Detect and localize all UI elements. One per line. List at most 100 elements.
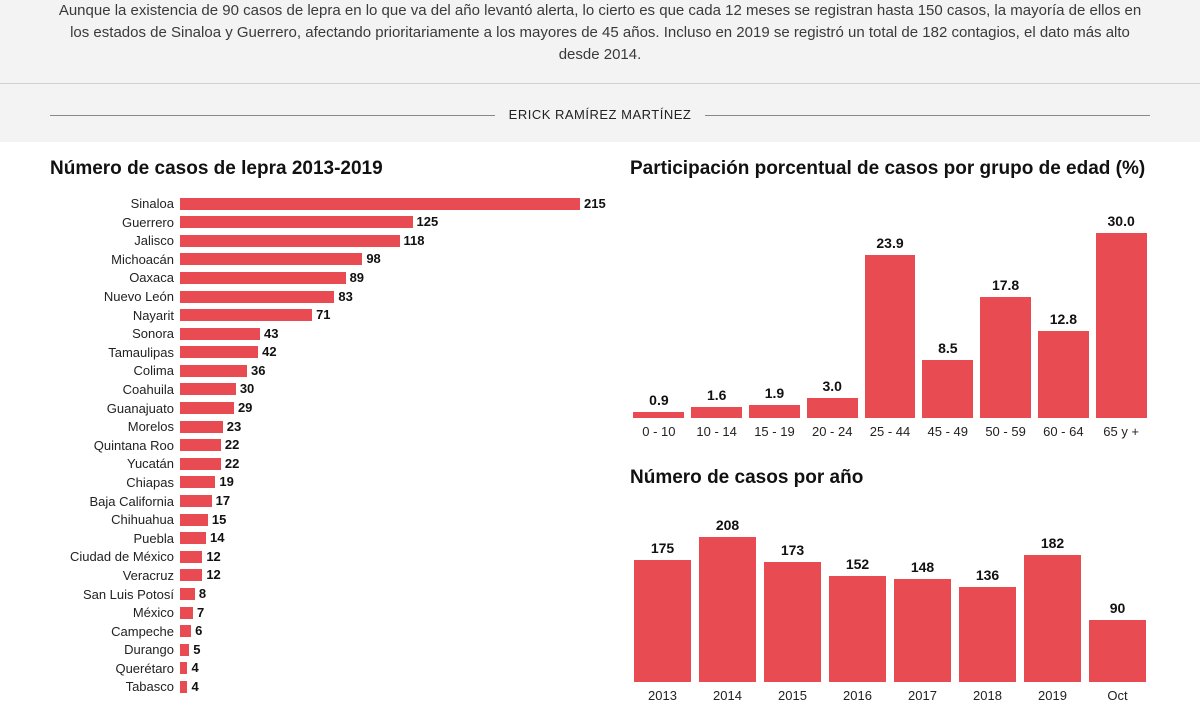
state-value: 5	[193, 642, 200, 657]
bar-value: 90	[1110, 600, 1126, 616]
state-label: San Luis Potosí	[50, 587, 180, 602]
bar-category: 60 - 64	[1043, 424, 1083, 439]
bar-column: 136 2018	[955, 517, 1020, 703]
year-chart: 1752013208201417320151522016148201713620…	[630, 503, 1150, 703]
author-name: ERICK RAMÍREZ MARTÍNEZ	[495, 107, 706, 122]
state-value: 125	[417, 214, 439, 229]
state-bar-track: 4	[180, 681, 590, 693]
state-label: Sonora	[50, 326, 180, 341]
state-bar-track: 118	[180, 235, 590, 247]
state-value: 30	[240, 381, 254, 396]
bar-category: 2018	[973, 688, 1002, 703]
bar	[980, 297, 1031, 419]
state-label: Ciudad de México	[50, 549, 180, 564]
state-label: Tamaulipas	[50, 345, 180, 360]
author-divider: ERICK RAMÍREZ MARTÍNEZ	[0, 106, 1200, 124]
bar-value: 173	[781, 542, 804, 558]
state-label: Baja California	[50, 494, 180, 509]
state-bar-track: 14	[180, 532, 590, 544]
bar-category: 0 - 10	[642, 424, 675, 439]
bar	[894, 579, 951, 682]
states-chart-title: Número de casos de lepra 2013-2019	[50, 158, 590, 180]
state-label: Guerrero	[50, 215, 180, 230]
state-bar	[180, 365, 247, 377]
state-label: Oaxaca	[50, 270, 180, 285]
state-row: Nuevo León83	[50, 287, 590, 306]
state-value: 8	[199, 586, 206, 601]
state-row: Chihuahua15	[50, 510, 590, 529]
charts-container: Número de casos de lepra 2013-2019 Sinal…	[0, 142, 1200, 703]
bar-category: 2017	[908, 688, 937, 703]
state-bar-track: 215	[180, 198, 590, 210]
bar-area: 8.5	[919, 213, 977, 418]
bar-column: 8.545 - 49	[919, 213, 977, 439]
bar-area: 152	[825, 517, 890, 682]
state-bar	[180, 309, 312, 321]
bar-value: 208	[716, 517, 739, 533]
state-value: 23	[227, 419, 241, 434]
right-column: Participación porcentual de casos por gr…	[630, 158, 1150, 703]
state-bar-track: 7	[180, 607, 590, 619]
state-label: Yucatán	[50, 456, 180, 471]
state-bar	[180, 328, 260, 340]
bar-category: 2014	[713, 688, 742, 703]
bar-category: 25 - 44	[870, 424, 910, 439]
bar	[764, 562, 821, 683]
state-label: Quintana Roo	[50, 438, 180, 453]
state-row: Guanajuato29	[50, 399, 590, 418]
bar-column: 0.90 - 10	[630, 213, 688, 439]
state-row: Morelos 23	[50, 417, 590, 436]
state-value: 36	[251, 363, 265, 378]
state-row: Baja California 17	[50, 492, 590, 511]
states-chart: Número de casos de lepra 2013-2019 Sinal…	[50, 158, 590, 703]
state-bar	[180, 458, 221, 470]
bar-area: 90	[1085, 517, 1150, 682]
bar-value: 1.6	[707, 387, 726, 403]
state-row: Coahuila 30	[50, 380, 590, 399]
state-value: 17	[216, 493, 230, 508]
bar-area: 182	[1020, 517, 1085, 682]
state-label: Nayarit	[50, 308, 180, 323]
state-bar-track: 42	[180, 346, 590, 358]
bar-value: 3.0	[823, 378, 842, 394]
state-label: Nuevo León	[50, 289, 180, 304]
bar-area: 12.8	[1034, 213, 1092, 418]
state-bar-track: 4	[180, 662, 590, 674]
state-row: Tabasco4	[50, 678, 590, 697]
bar-category: 10 - 14	[696, 424, 736, 439]
state-label: Coahuila	[50, 382, 180, 397]
bar-category: 2015	[778, 688, 807, 703]
state-label: Chihuahua	[50, 512, 180, 527]
bar-value: 17.8	[992, 277, 1019, 293]
bar-column: 1752013	[630, 517, 695, 703]
bar	[1024, 555, 1081, 682]
state-label: Morelos	[50, 419, 180, 434]
bar-column: 17.8 50 - 59	[977, 213, 1035, 439]
state-bar-track: 19	[180, 476, 590, 488]
state-label: Guanajuato	[50, 401, 180, 416]
bar-category: 50 - 59	[985, 424, 1025, 439]
state-label: Tabasco	[50, 679, 180, 694]
bar	[865, 255, 916, 418]
state-value: 71	[316, 307, 330, 322]
bar-column: 1822019	[1020, 517, 1085, 703]
state-bar	[180, 383, 236, 395]
state-row: Tamaulipas42	[50, 343, 590, 362]
state-row: Durango5	[50, 641, 590, 660]
bar-area: 3.0	[803, 213, 861, 418]
state-row: Yucatán22	[50, 455, 590, 474]
bar	[959, 587, 1016, 682]
bar-column: 30.065 y +	[1092, 213, 1150, 439]
state-bar	[180, 532, 206, 544]
state-row: Jalisco118	[50, 231, 590, 250]
state-bar-track: 15	[180, 514, 590, 526]
bar	[634, 560, 691, 682]
bar-value: 136	[976, 567, 999, 583]
state-bar	[180, 644, 189, 656]
bar-area: 148	[890, 517, 955, 682]
bar-area: 23.9	[861, 213, 919, 418]
state-value: 215	[584, 196, 606, 211]
bar-area: 175	[630, 517, 695, 682]
state-bar	[180, 662, 187, 674]
state-bar-track: 36	[180, 365, 590, 377]
